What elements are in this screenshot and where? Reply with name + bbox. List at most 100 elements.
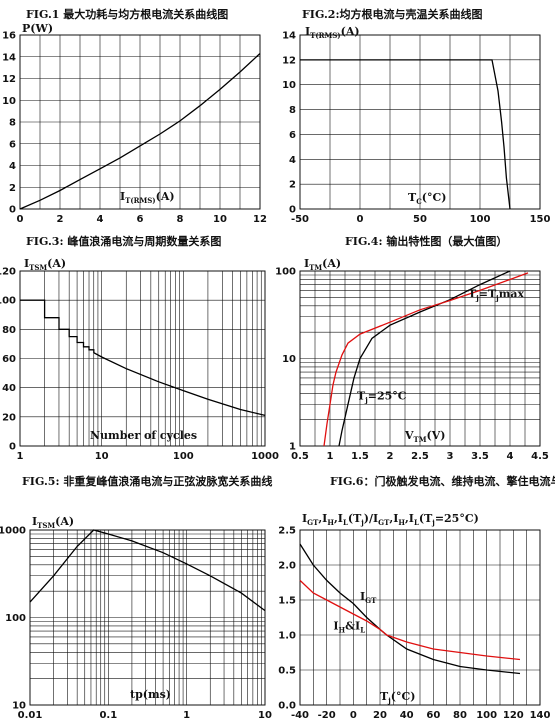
fig2-ytick-label: 6	[289, 130, 296, 141]
fig2-frame	[299, 34, 541, 210]
fig6-ylabel-tail4: )/I	[364, 512, 378, 525]
fig2-chart: FIG.2:均方根电流与壳温关系曲线图-50 0 50 100 150024681012…	[282, 7, 550, 225]
fig3-ytick-label: 40	[2, 383, 16, 394]
fig6-ylabel-tail6: ,I	[405, 512, 414, 525]
fig1-frame	[19, 34, 261, 210]
fig5-ylabel: ITSM(A)	[32, 515, 74, 530]
fig6-xtick-label: -20	[318, 710, 336, 721]
fig5-ytick-label: 10	[12, 701, 26, 712]
fig4-frame	[299, 270, 541, 447]
fig3-chart: FIG.3: 峰值浪涌电流与周期数量关系图 1 10 100 1000 0 20 40 60 80…	[0, 234, 279, 462]
fig4-annotation-tail2: max	[499, 287, 525, 300]
fig4-annotation: Tj=Tjmax	[468, 287, 524, 302]
fig1-xtick-label: 10	[213, 214, 227, 225]
fig1-xlabel-sub: T(RMS)	[125, 196, 155, 205]
fig4-ytick-label: 1	[289, 442, 296, 453]
fig3-xlabel: Number of cycles	[90, 429, 197, 442]
fig6-series-0-line	[299, 543, 521, 675]
fig4-ylabel-tail: (A)	[322, 257, 341, 270]
fig6-ylabel-sub7: L	[414, 518, 419, 527]
fig5-xtick-label: 0.01	[18, 710, 43, 721]
fig2-xtick-label: 50	[413, 214, 427, 225]
fig5-xtick-label: 1	[183, 710, 190, 721]
fig4-xlabel-sub: TM	[414, 435, 427, 444]
fig5-ylabel-tail: (A)	[55, 515, 74, 528]
fig6-annotation-sub: H	[338, 625, 345, 634]
fig6-series-1-line	[299, 579, 521, 661]
fig6-ylabel-tail: ,I	[318, 512, 327, 525]
fig2-xtick-label: 150	[530, 214, 551, 225]
fig4-ytick-label: 10	[282, 354, 296, 365]
fig3-grid	[19, 270, 265, 447]
fig4-annotation-main: T	[468, 287, 477, 300]
fig4-annotation-tail: =25°C	[368, 389, 407, 402]
fig5-xlabel-main: tp(ms)	[130, 688, 171, 701]
fig1-xlabel: IT(RMS)(A)	[120, 190, 175, 205]
fig2-grid	[299, 34, 541, 210]
fig6-frame	[299, 529, 541, 706]
fig6-ylabel-sub4: j	[360, 518, 364, 527]
fig2-xtick-label: -50	[291, 214, 309, 225]
fig6-xtick-label: 120	[503, 710, 524, 721]
fig3-ylabel-main: I	[24, 257, 29, 270]
fig5-ytick-label: 100	[5, 613, 26, 624]
fig5-ylabel-main: I	[32, 515, 37, 528]
fig4-xtick-label: 2.5	[411, 451, 429, 462]
fig4-xtick-label: 1.5	[351, 451, 369, 462]
fig3-ytick-label: 100	[0, 296, 16, 307]
fig2-ylabel-sub: T(RMS)	[310, 31, 340, 40]
fig3-xtick-label: 10	[95, 451, 109, 462]
fig6-xtick-label: 80	[453, 710, 467, 721]
fig1-xtick-label: 4	[97, 214, 104, 225]
fig1-ytick-label: 0	[9, 205, 16, 216]
fig3-ylabel-tail: (A)	[47, 257, 66, 270]
fig6-ylabel: IGT,IH,IL(Tj)/IGT,IH,IL(Tj=25°C)	[302, 512, 479, 527]
fig6-xlabel-tail: (°C)	[391, 690, 416, 703]
fig6-annotation-tail: &I	[345, 619, 360, 632]
fig1-chart: FIG.1 最大功耗与均方根电流关系曲线图 0 2 4 6 8 10 12 0 2 4 6 8 10 12 1…	[2, 7, 267, 225]
fig6-ytick-label: 1.5	[278, 596, 296, 607]
fig4-title: FIG.4: 输出特性图（最大值图）	[345, 234, 507, 248]
fig4-xtick-label: 1	[327, 451, 334, 462]
fig6-xtick-label: 60	[426, 710, 440, 721]
fig6-xtick-label: -40	[291, 710, 309, 721]
fig1-ylabel-main: P(W)	[22, 22, 53, 35]
fig4-series-1-line	[323, 272, 529, 447]
fig4-annotation-tail: =T	[479, 287, 497, 300]
fig4-xlabel-main: V	[404, 429, 414, 442]
fig1-ylabel: P(W)	[22, 22, 53, 35]
fig6-ylabel-tail5: ,I	[389, 512, 398, 525]
fig6-annotation: IGT	[360, 590, 377, 605]
fig4-xtick-label: 4.5	[531, 451, 549, 462]
fig1-ytick-label: 2	[9, 183, 16, 194]
fig1-ytick-label: 4	[9, 161, 16, 172]
fig6-xtick-label: 0	[350, 710, 357, 721]
fig2-ytick-label: 4	[289, 155, 296, 166]
fig3-ytick-label: 0	[9, 442, 16, 453]
fig3-ytick-label: 20	[2, 412, 16, 423]
fig6-ylabel-sub: GT	[307, 518, 319, 527]
fig2-xlabel-tail: (°C)	[422, 191, 447, 204]
fig1-grid	[19, 34, 261, 210]
fig6-xtick-label: 140	[530, 710, 551, 721]
fig2-ytick-label: 12	[282, 55, 296, 66]
fig5-chart: FIG.5: 非重复峰值浪涌电流与正弦波脉宽关系曲线 0.01 0.1 1 10 10 10…	[0, 474, 272, 721]
fig4-xlabel-tail: (V)	[427, 429, 446, 442]
fig6-ytick-label: 2.5	[278, 526, 296, 537]
fig4-ylabel-sub: TM	[309, 263, 322, 272]
fig1-ytick-label: 14	[2, 52, 16, 63]
fig3-ytick-label: 120	[0, 267, 16, 278]
fig5-xtick-label: 0.1	[99, 710, 117, 721]
fig3-ylabel: ITSM(A)	[24, 257, 66, 272]
fig6-annotation-main: I	[360, 590, 365, 603]
fig3-xtick-label: 100	[173, 451, 194, 462]
fig4-xtick-label: 2	[387, 451, 394, 462]
fig2-series-0-line	[300, 59, 511, 210]
fig6-ylabel-sub2: H	[327, 518, 334, 527]
fig2-title: FIG.2:均方根电流与壳温关系曲线图	[302, 7, 483, 21]
fig6-annotation-main: I	[333, 619, 338, 632]
fig2-ylabel: IT(RMS)(A)	[305, 25, 360, 40]
fig4-annotation-sub2: j	[495, 293, 499, 302]
fig5-ylabel-sub: TSM	[37, 521, 55, 530]
fig2-ytick-label: 2	[289, 180, 296, 191]
